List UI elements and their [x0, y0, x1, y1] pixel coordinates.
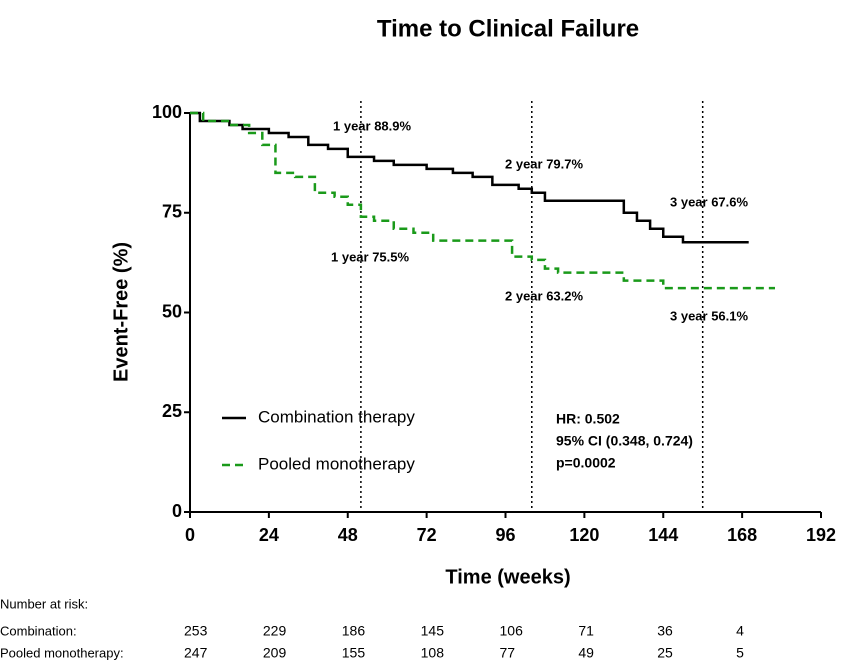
annotation: 2 year 79.7%: [505, 156, 584, 171]
annotation: 2 year 63.2%: [505, 288, 584, 303]
risk-label: Combination:: [0, 623, 77, 638]
survival-curve: [190, 111, 775, 290]
x-tick-label: 24: [259, 525, 279, 545]
risk-label: Pooled monotherapy:: [0, 645, 124, 660]
y-tick-label: 100: [152, 102, 182, 122]
y-tick-label: 50: [162, 301, 182, 321]
x-tick-label: 0: [185, 525, 195, 545]
x-tick-label: 168: [727, 525, 757, 545]
risk-value: 108: [421, 645, 445, 661]
x-tick-label: 72: [417, 525, 437, 545]
y-tick-label: 75: [162, 202, 182, 222]
annotation: 1 year 75.5%: [331, 249, 410, 264]
risk-value: 145: [421, 623, 445, 639]
annotation: 3 year 56.1%: [670, 308, 749, 323]
chart-title: Time to Clinical Failure: [377, 15, 639, 42]
x-tick-label: 48: [338, 525, 358, 545]
survival-curve: [190, 111, 749, 244]
stat-text: p=0.0002: [556, 455, 616, 471]
y-tick-label: 0: [172, 501, 182, 521]
risk-value: 4: [736, 623, 744, 639]
risk-value: 71: [578, 623, 594, 639]
risk-value: 5: [736, 645, 744, 661]
risk-value: 25: [657, 645, 673, 661]
risk-value: 209: [263, 645, 287, 661]
risk-title: Number at risk:: [0, 596, 88, 611]
y-axis-label: Event-Free (%): [110, 242, 132, 382]
legend-label: Combination therapy: [258, 407, 415, 426]
risk-value: 155: [342, 645, 366, 661]
stat-text: HR: 0.502: [556, 411, 620, 427]
x-tick-label: 144: [648, 525, 678, 545]
risk-value: 229: [263, 623, 287, 639]
annotation: 1 year 88.9%: [333, 118, 412, 133]
annotation: 3 year 67.6%: [670, 194, 749, 209]
x-tick-label: 96: [495, 525, 515, 545]
risk-value: 106: [500, 623, 524, 639]
legend-label: Pooled monotherapy: [258, 454, 415, 473]
y-tick-label: 25: [162, 401, 182, 421]
risk-value: 186: [342, 623, 366, 639]
risk-value: 247: [184, 645, 208, 661]
x-axis-label: Time (weeks): [445, 566, 570, 588]
x-tick-label: 120: [569, 525, 599, 545]
risk-value: 36: [657, 623, 673, 639]
risk-value: 253: [184, 623, 208, 639]
stat-text: 95% CI (0.348, 0.724): [556, 433, 693, 449]
risk-value: 49: [578, 645, 594, 661]
x-tick-label: 192: [806, 525, 836, 545]
risk-value: 77: [500, 645, 516, 661]
